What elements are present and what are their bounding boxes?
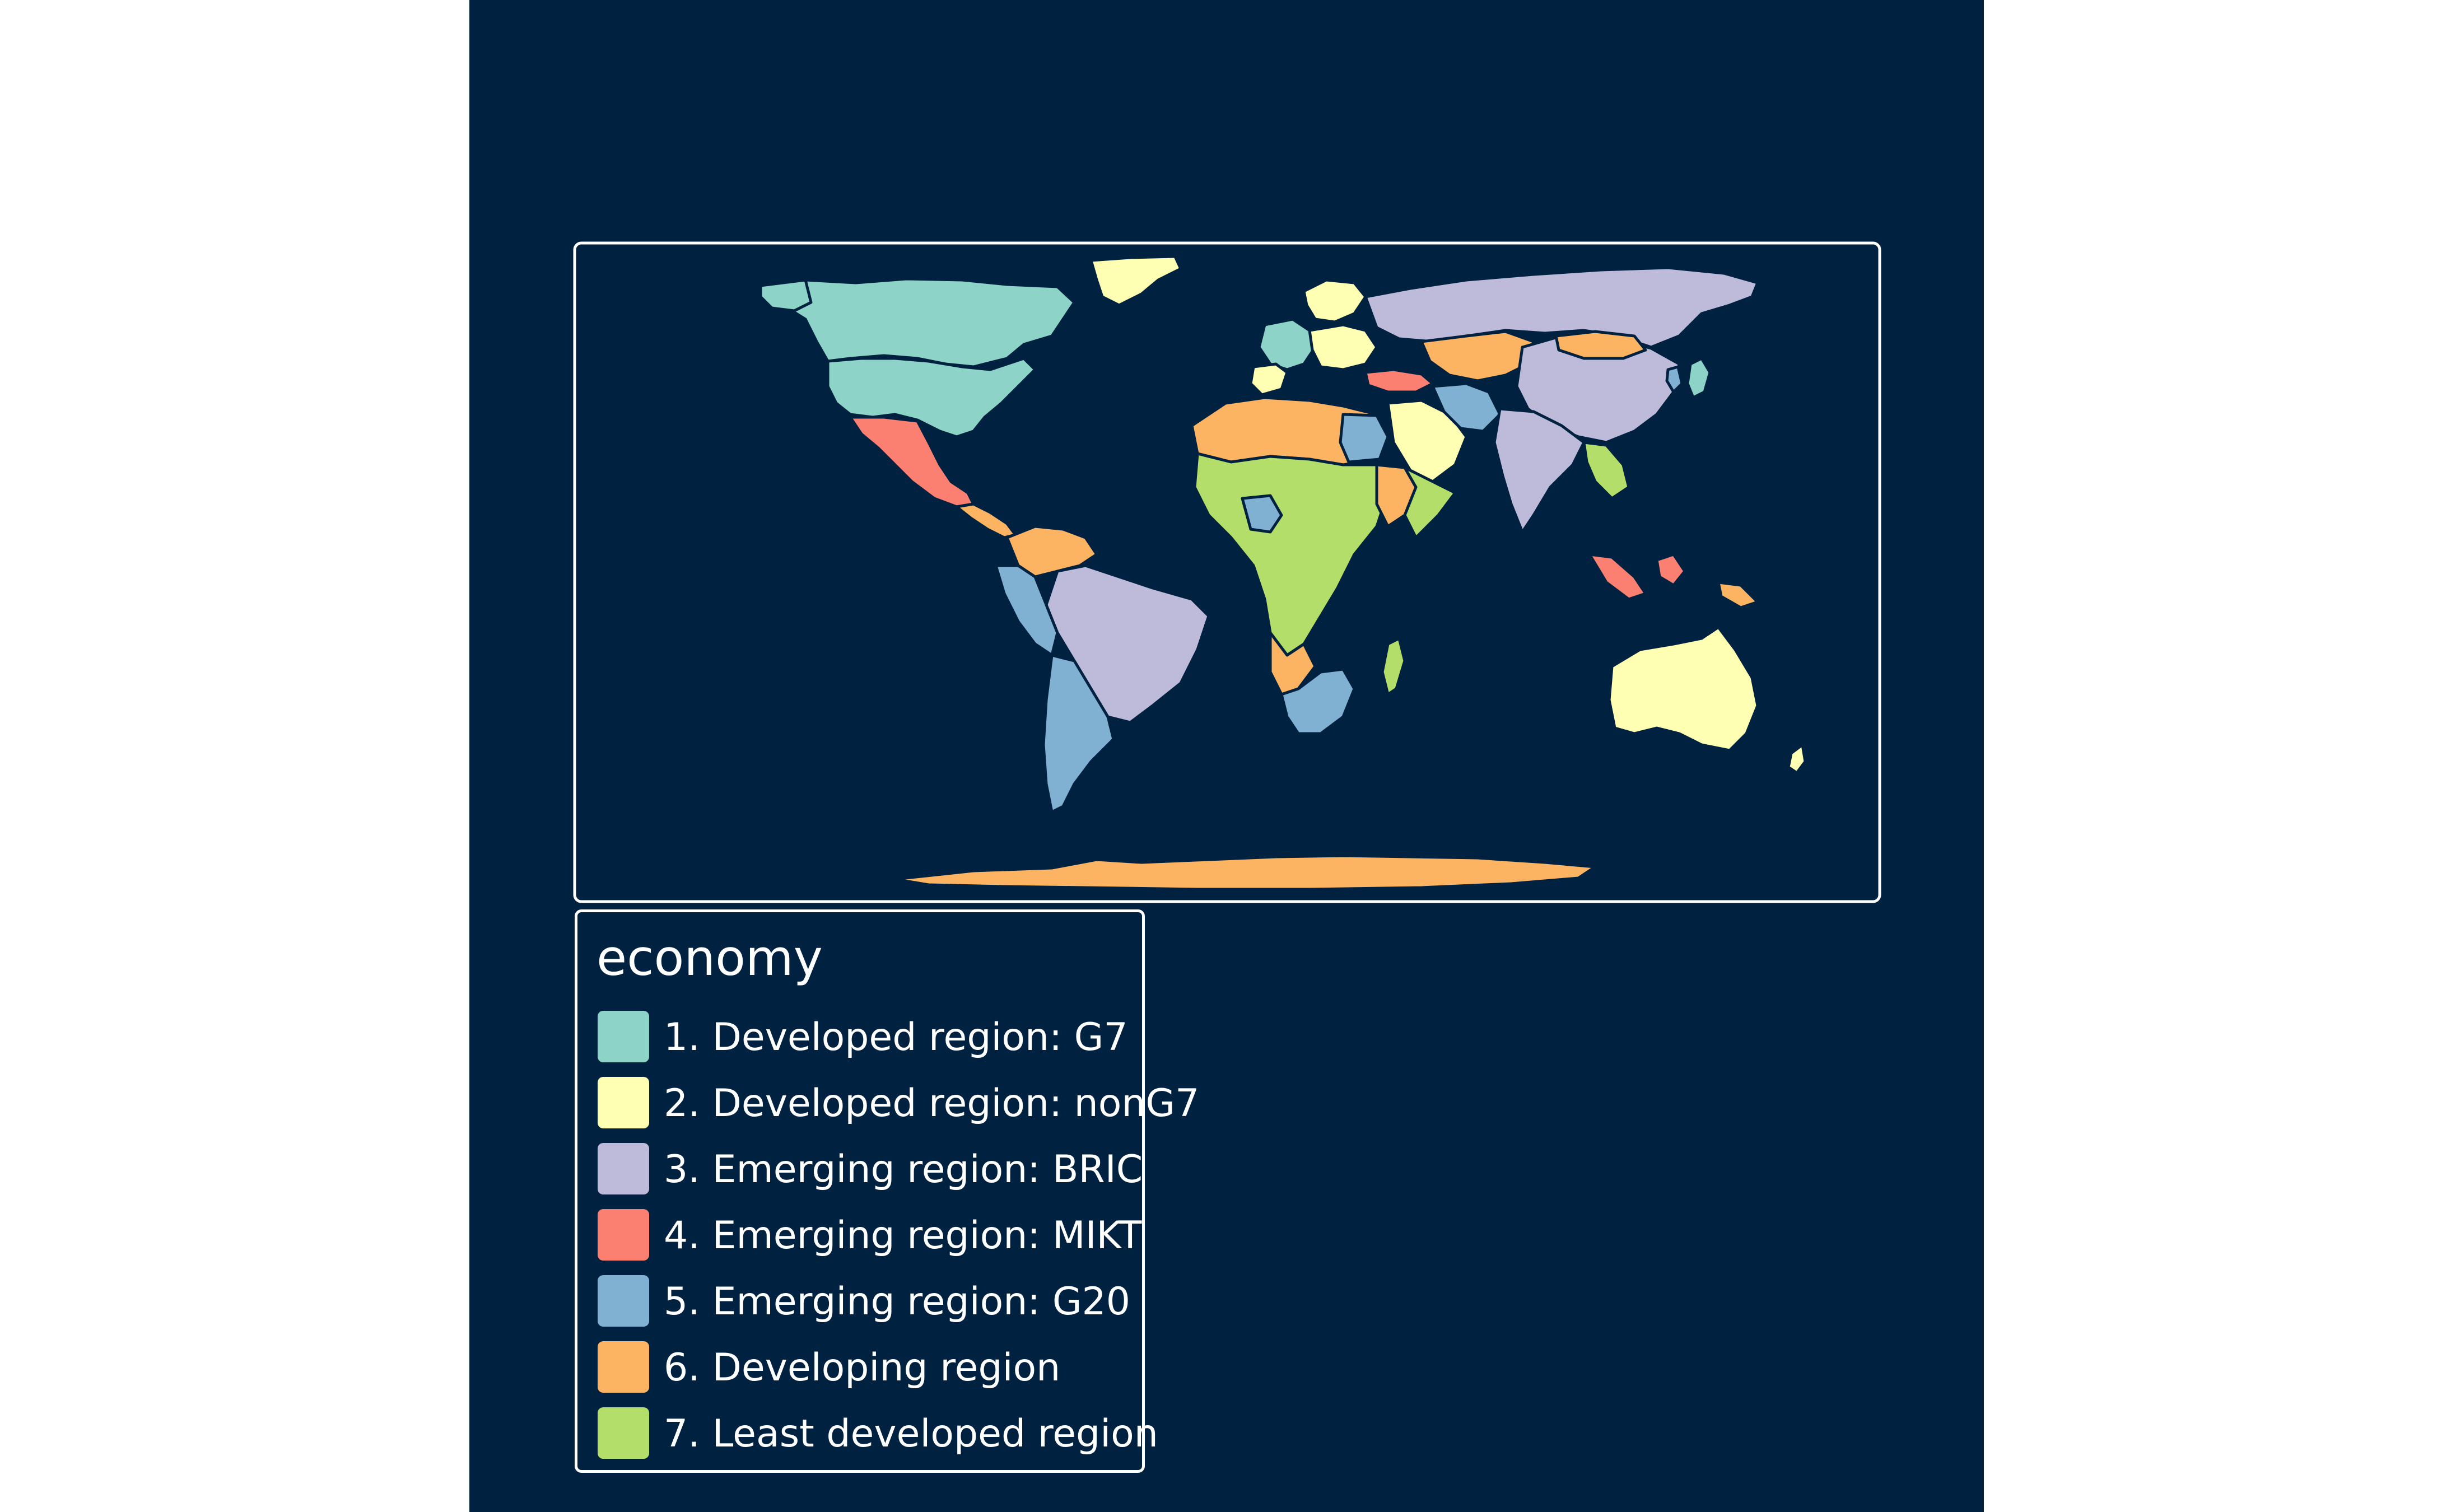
region-iran[interactable] [1431,382,1502,433]
region-central-asia[interactable] [1420,330,1535,382]
legend-label: 2. Developed region: nonG7 [664,1081,1200,1126]
region-new-zealand[interactable] [1787,743,1807,774]
legend-swatch [598,1407,649,1459]
legend-label: 7. Least developed region [664,1412,1158,1456]
region-turkey[interactable] [1364,368,1434,394]
region-central-europe[interactable] [1308,323,1378,371]
region-japan[interactable] [1686,357,1712,399]
legend-swatch [598,1341,649,1393]
region-western-europe[interactable] [1257,318,1317,371]
legend-swatch [598,1011,649,1062]
region-alaska[interactable] [759,278,813,312]
region-argentina[interactable] [1042,654,1115,814]
region-southeast-asia[interactable] [1582,441,1630,500]
region-brazil[interactable] [1045,564,1210,724]
region-central-america[interactable] [955,502,1017,539]
region-south-africa[interactable] [1280,668,1356,735]
legend: economy 1. Developed region: G7 2. Devel… [575,909,1199,1473]
region-scandinavia[interactable] [1302,278,1367,324]
map-frame [573,241,1881,903]
region-greenland[interactable] [1089,255,1182,307]
region-india[interactable] [1493,407,1586,534]
region-horn-africa[interactable] [1403,466,1457,539]
region-peru[interactable] [994,564,1059,657]
region-korea[interactable] [1665,365,1684,394]
legend-swatch [598,1209,649,1261]
legend-swatch [598,1275,649,1327]
region-iberia[interactable] [1249,362,1289,396]
region-angola[interactable] [1269,631,1317,696]
legend-label: 3. Emerging region: BRIC [664,1147,1143,1192]
world-map[interactable] [469,0,1984,1512]
legend-title: economy [597,929,823,987]
region-australia[interactable] [1607,626,1759,752]
region-mongolia[interactable] [1554,330,1647,360]
region-indonesia-east[interactable] [1655,553,1686,587]
region-nigeria[interactable] [1241,494,1283,534]
map-panel: economy 1. Developed region: G7 2. Devel… [469,0,1984,1512]
region-usa[interactable] [826,357,1037,438]
legend-swatch [598,1077,649,1128]
region-saudi-arabia[interactable] [1386,399,1468,483]
legend-label: 5. Emerging region: G20 [664,1280,1131,1324]
region-canada[interactable] [759,277,1076,368]
region-indonesia[interactable] [1588,553,1647,601]
region-madagascar[interactable] [1381,637,1406,696]
legend-label: 6. Developing region [664,1346,1061,1390]
region-png[interactable] [1717,581,1759,609]
legend-label: 1. Developed region: G7 [664,1015,1128,1060]
legend-swatch [598,1143,649,1194]
region-central-africa[interactable] [1193,452,1390,657]
region-antarctica[interactable] [893,854,1597,891]
legend-label: 4. Emerging region: MIKT [664,1214,1142,1258]
region-egypt[interactable] [1339,413,1390,464]
